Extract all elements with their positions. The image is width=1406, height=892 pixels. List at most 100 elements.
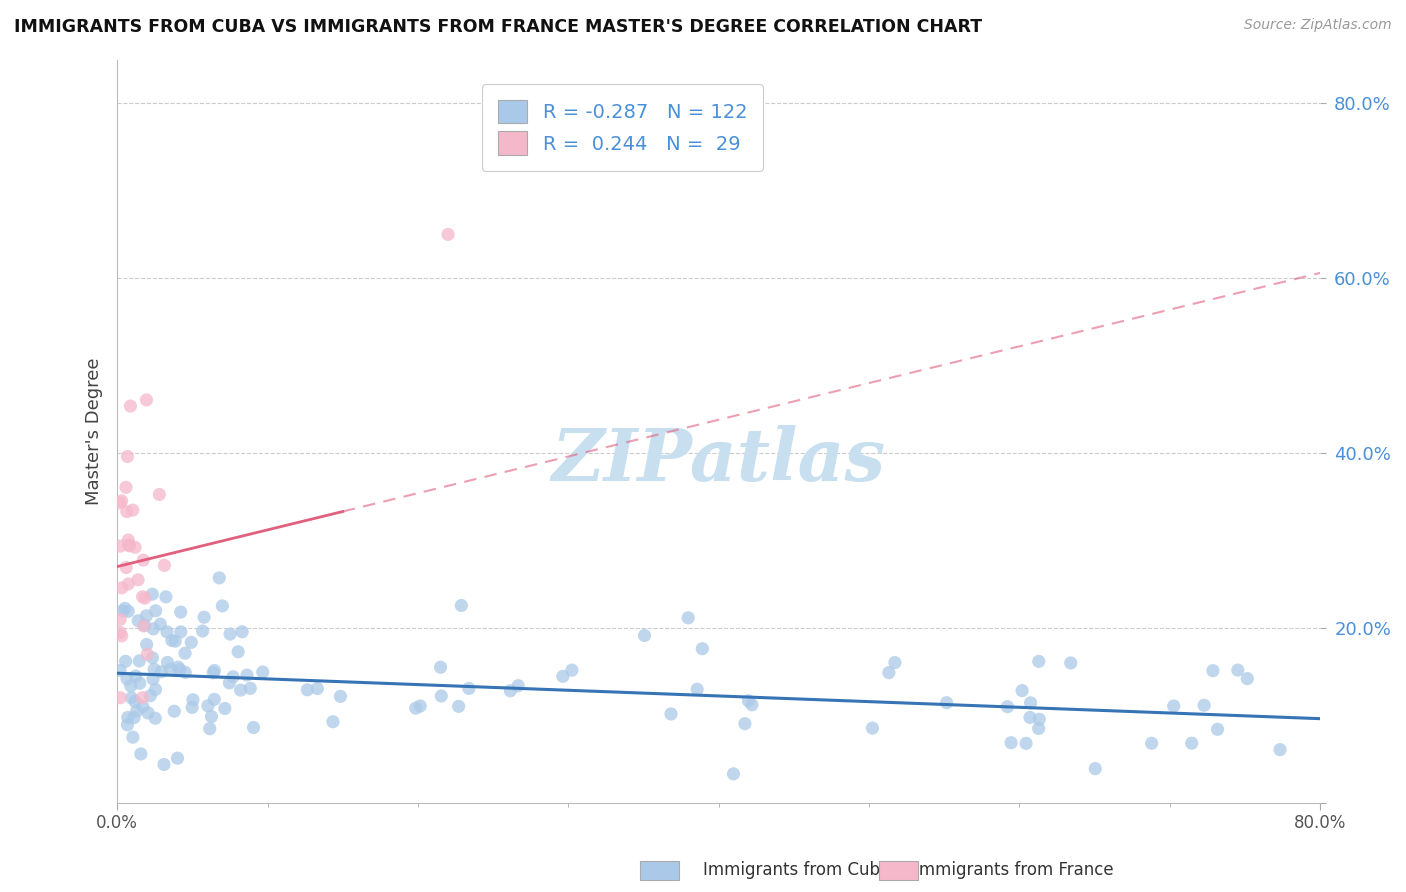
Point	[1140, 736, 1163, 750]
Point	[1192, 698, 1215, 713]
Point	[166, 751, 188, 765]
Point	[935, 696, 957, 710]
Point	[117, 533, 139, 547]
Point	[127, 614, 149, 628]
Point	[181, 692, 204, 706]
Point	[135, 638, 157, 652]
Point	[145, 604, 167, 618]
Point	[208, 571, 231, 585]
Point	[219, 627, 242, 641]
Point	[1206, 723, 1229, 737]
Point	[111, 604, 134, 618]
Point	[125, 704, 148, 718]
Point	[1015, 736, 1038, 750]
Point	[297, 682, 319, 697]
Point	[437, 227, 460, 242]
Point	[156, 656, 179, 670]
Point	[134, 591, 156, 606]
Legend: R = -0.287   N = 122, R =  0.244   N =  29: R = -0.287 N = 122, R = 0.244 N = 29	[482, 84, 762, 170]
Point	[132, 619, 155, 633]
Point	[862, 721, 884, 735]
Point	[120, 399, 142, 413]
Point	[134, 618, 156, 632]
Point	[159, 662, 181, 676]
Point	[108, 496, 131, 510]
Point	[659, 706, 682, 721]
Point	[561, 663, 583, 677]
Point	[169, 662, 191, 676]
Point	[150, 665, 173, 679]
Point	[239, 681, 262, 696]
Point	[117, 450, 139, 464]
Text: ZIPatlas: ZIPatlas	[551, 425, 886, 496]
Point	[229, 683, 252, 698]
Point	[108, 625, 131, 640]
Point	[242, 721, 264, 735]
Point	[153, 757, 176, 772]
Point	[163, 704, 186, 718]
Point	[117, 604, 139, 618]
Point	[1028, 722, 1050, 736]
Point	[165, 634, 187, 648]
Point	[508, 679, 530, 693]
Point	[115, 672, 138, 686]
Point	[128, 654, 150, 668]
Point	[499, 683, 522, 698]
Point	[1011, 683, 1033, 698]
Point	[211, 599, 233, 613]
Point	[132, 553, 155, 567]
Point	[430, 689, 453, 703]
Point	[676, 611, 699, 625]
Point	[180, 635, 202, 649]
Point	[409, 698, 432, 713]
Point	[181, 700, 204, 714]
Point	[121, 730, 143, 744]
Point	[108, 664, 131, 678]
Point	[136, 647, 159, 661]
Point	[143, 662, 166, 676]
Point	[156, 624, 179, 639]
Point	[148, 487, 170, 501]
Point	[111, 581, 134, 595]
Point	[131, 690, 153, 705]
Point	[741, 698, 763, 712]
Point	[139, 689, 162, 703]
Point	[142, 622, 165, 636]
Point	[329, 690, 352, 704]
Point	[692, 641, 714, 656]
Point	[117, 710, 139, 724]
Text: Source: ZipAtlas.com: Source: ZipAtlas.com	[1244, 18, 1392, 32]
Point	[115, 480, 138, 494]
Point	[110, 494, 132, 508]
Point	[236, 668, 259, 682]
Point	[200, 709, 222, 723]
Point	[160, 633, 183, 648]
Point	[447, 699, 470, 714]
Point	[734, 716, 756, 731]
Point	[136, 706, 159, 720]
Text: IMMIGRANTS FROM CUBA VS IMMIGRANTS FROM FRANCE MASTER'S DEGREE CORRELATION CHART: IMMIGRANTS FROM CUBA VS IMMIGRANTS FROM …	[14, 18, 983, 36]
Point	[1268, 742, 1291, 756]
Point	[1226, 663, 1249, 677]
Point	[202, 692, 225, 706]
Point	[218, 676, 240, 690]
Point	[737, 694, 759, 708]
Point	[877, 665, 900, 680]
Point	[429, 660, 451, 674]
Point	[117, 577, 139, 591]
Point	[117, 718, 139, 732]
Point	[222, 670, 245, 684]
Point	[1084, 762, 1107, 776]
Point	[193, 610, 215, 624]
Point	[153, 558, 176, 573]
Point	[132, 699, 155, 714]
Point	[1028, 654, 1050, 668]
Point	[191, 624, 214, 638]
Point	[115, 560, 138, 574]
Point	[252, 665, 274, 679]
Point	[997, 699, 1019, 714]
Point	[143, 711, 166, 725]
Point	[1019, 696, 1042, 710]
Point	[131, 590, 153, 604]
Point	[128, 676, 150, 690]
